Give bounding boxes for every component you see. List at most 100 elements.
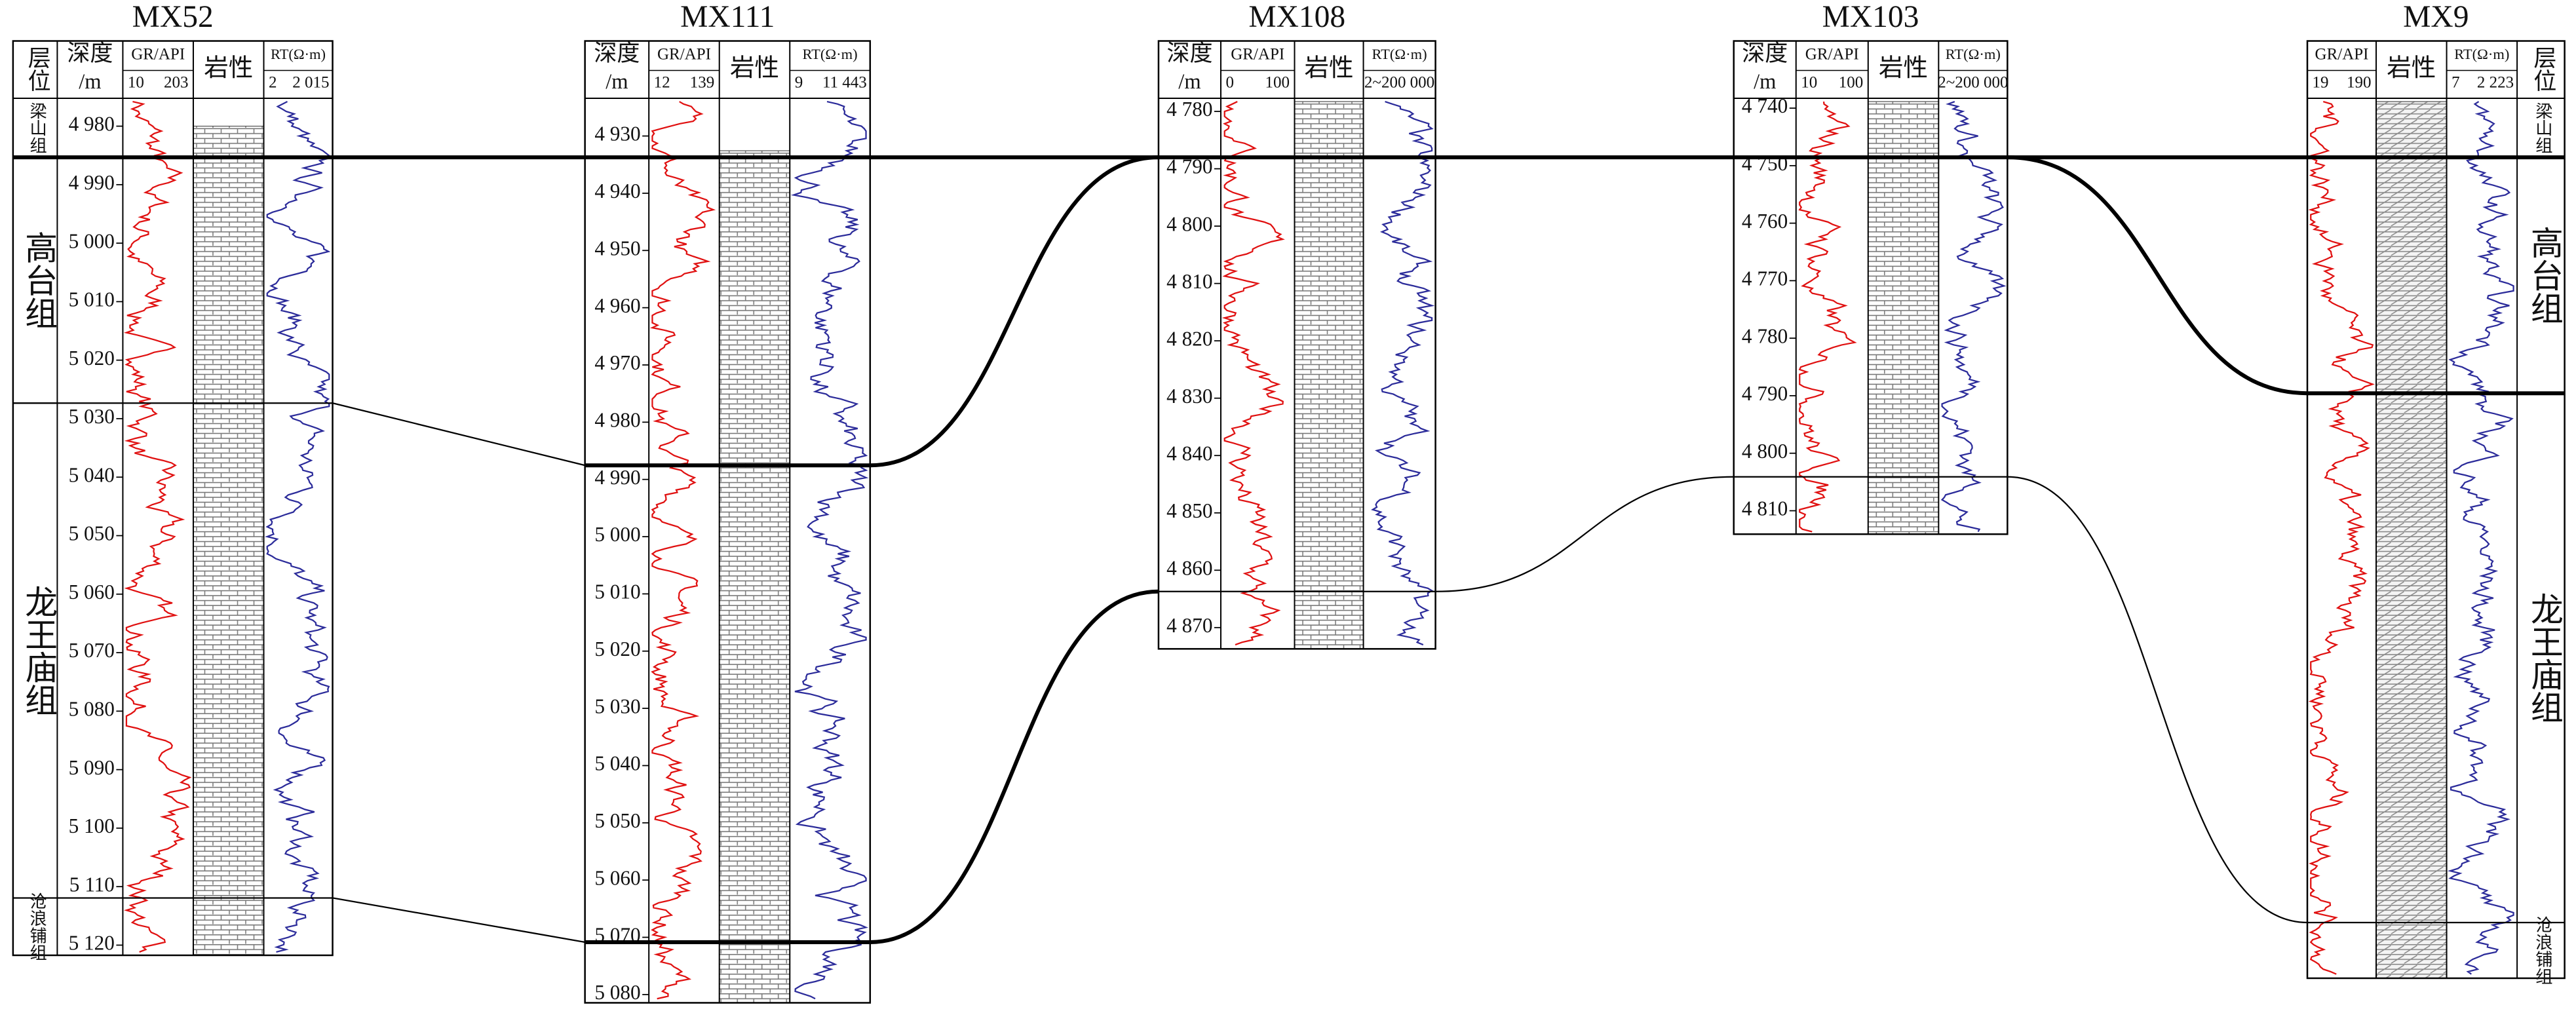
depth-tick-label: 4 970 (594, 351, 640, 374)
depth-tick-label: 4 840 (1166, 442, 1212, 465)
depth-tick-label: 4 950 (594, 237, 640, 259)
rt-curve (2447, 101, 2514, 975)
rt-scale: 2 (269, 73, 277, 91)
depth-tick-label: 4 980 (69, 113, 115, 136)
well: MX9 层位 岩性 GR/API RT(Ω·m) 19 190 7 2 223 梁山组高台组龙王庙… (2306, 0, 2566, 985)
gr-header: GR/API (657, 46, 711, 64)
gr-scale: 19 (2313, 73, 2329, 91)
well-name: MX52 (132, 0, 214, 34)
depth-tick-label: 5 100 (69, 814, 115, 837)
well-frame (584, 40, 872, 1004)
well-frame (12, 40, 334, 957)
lithology-column (1294, 101, 1364, 649)
formation-label: 高台组 (2526, 226, 2563, 324)
well: MX111 深度/m 岩性 GR/API RT(Ω·m) 12 139 9 11 443 4 93… (584, 0, 872, 1004)
depth-tick-label: 5 050 (594, 809, 640, 832)
rt-curve (790, 100, 869, 1000)
layer-header: 层位 (2530, 46, 2556, 92)
rt-scale: 2 015 (292, 73, 329, 91)
depth-tick-label: 5 040 (69, 463, 115, 486)
depth-tick-label: 5 080 (594, 981, 640, 1004)
layer-header: 层位 (25, 46, 50, 92)
depth-tick-label: 4 990 (69, 171, 115, 194)
rt-scale: 2~200 000 (1938, 73, 2008, 91)
depth-tick-label: 5 020 (594, 638, 640, 660)
depth-header: 深度 (1166, 41, 1212, 66)
depth-tick-label: 4 790 (1742, 382, 1788, 405)
well: MX108 深度/m 岩性 GR/API RT(Ω·m) 0 100 2~200 000 4 7… (1157, 0, 1436, 650)
depth-tick-label: 4 740 (1742, 94, 1788, 117)
depth-tick-label: 4 860 (1166, 556, 1212, 579)
formation-label: 高台组 (20, 231, 57, 330)
lithology-column (1868, 101, 1939, 535)
well: MX103 深度/m 岩性 GR/API RT(Ω·m) 10 100 2~200 000 4 … (1733, 0, 2009, 535)
gr-curve (1798, 101, 1857, 533)
gr-curve (2308, 100, 2375, 975)
well-name: MX108 (1248, 0, 1345, 34)
depth-tick-label: 5 000 (69, 229, 115, 252)
boundary-line (12, 897, 585, 944)
formation-label: 梁山组 (28, 102, 47, 154)
gr-scale: 190 (2347, 73, 2372, 91)
depth-tick-label: 4 820 (1166, 327, 1212, 350)
depth-tick-label: 4 810 (1166, 270, 1212, 293)
gr-curve (123, 100, 192, 953)
gr-scale: 12 (654, 73, 670, 91)
gr-scale: 10 (1801, 73, 1817, 91)
gr-scale: 139 (690, 73, 715, 91)
gr-header: GR/API (1805, 46, 1859, 64)
depth-tick-label: 5 020 (69, 347, 115, 370)
depth-tick-label: 4 810 (1742, 497, 1788, 520)
depth-tick-label: 5 080 (69, 698, 115, 721)
depth-tick-label: 5 050 (69, 522, 115, 545)
depth-header: 深度 (1742, 41, 1788, 66)
depth-tick-label: 5 030 (69, 405, 115, 428)
depth-tick-label: 5 000 (594, 523, 640, 546)
gr-scale: 10 (128, 73, 144, 91)
formation-label: 梁山组 (2533, 102, 2552, 154)
depth-tick-label: 5 120 (69, 932, 115, 955)
rt-scale: 2~200 000 (1364, 73, 1434, 91)
lithology-column (193, 125, 265, 956)
depth-tick-label: 4 780 (1742, 324, 1788, 347)
depth-tick-label: 4 800 (1742, 440, 1788, 463)
depth-tick-label: 4 990 (594, 466, 640, 489)
well-frame (2306, 40, 2566, 980)
well-name: MX103 (1822, 0, 1919, 34)
lith-header: 岩性 (1305, 55, 1354, 82)
depth-header: 深度 (67, 41, 113, 66)
depth-tick-label: 4 780 (1166, 98, 1212, 121)
lith-header: 岩性 (2387, 55, 2436, 82)
depth-tick-label: 4 760 (1742, 210, 1788, 233)
rt-header: RT(Ω·m) (271, 46, 326, 62)
well-frame (1157, 40, 1436, 650)
depth-header: /m (1754, 70, 1776, 94)
gr-scale: 0 (1225, 73, 1233, 91)
depth-tick-label: 5 110 (69, 873, 115, 896)
rt-header: RT(Ω·m) (802, 46, 857, 62)
depth-tick-label: 5 010 (69, 288, 115, 311)
depth-tick-label: 4 830 (1166, 385, 1212, 408)
depth-tick-label: 5 070 (69, 639, 115, 662)
depth-tick-label: 5 090 (69, 756, 115, 779)
correlation-lines (12, 155, 2565, 944)
gr-header: GR/API (2315, 46, 2369, 64)
rt-curve (264, 101, 331, 953)
well-frame (1733, 40, 2009, 535)
rt-scale: 7 (2451, 73, 2460, 91)
depth-header: /m (606, 70, 628, 94)
depth-tick-label: 5 060 (594, 866, 640, 889)
depth-tick-label: 4 940 (594, 180, 640, 202)
rt-curve (1940, 100, 2007, 533)
rt-header: RT(Ω·m) (2454, 46, 2509, 62)
rt-header: RT(Ω·m) (1946, 46, 2001, 62)
lithology-column (719, 150, 790, 1004)
well-name: MX9 (2403, 0, 2469, 34)
depth-header: 深度 (594, 41, 640, 66)
depth-tick-label: 4 770 (1742, 267, 1788, 290)
lith-header: 岩性 (730, 55, 779, 82)
depth-tick-label: 5 040 (594, 752, 640, 775)
depth-tick-label: 5 060 (69, 581, 115, 603)
boundary-line (585, 589, 1159, 944)
